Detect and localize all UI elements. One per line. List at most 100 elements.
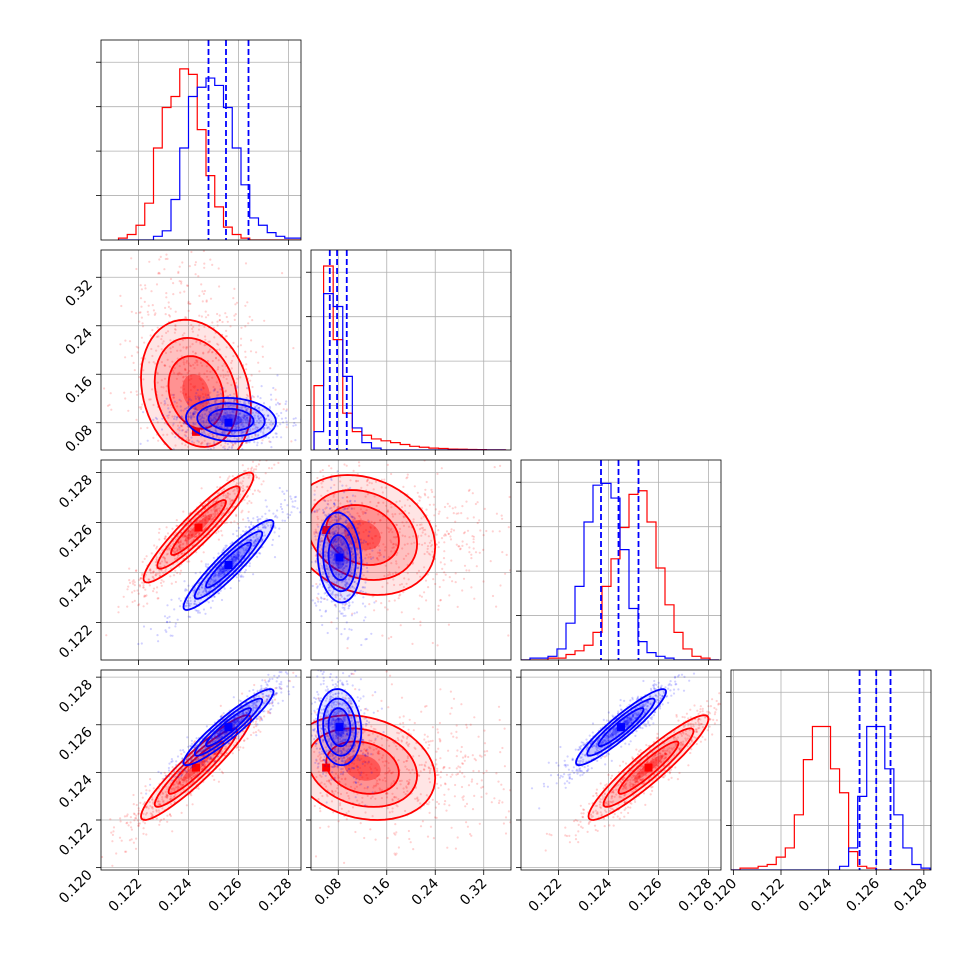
scatter-point (148, 398, 151, 401)
scatter-point (248, 422, 251, 425)
scatter-point (199, 341, 202, 344)
scatter-point (185, 361, 188, 364)
scatter-point (206, 360, 210, 363)
scatter-point (139, 311, 142, 314)
scatter-point (180, 752, 183, 756)
scatter-point (196, 757, 199, 761)
scatter-point (427, 535, 430, 538)
scatter-point (443, 550, 446, 553)
scatter-point (228, 475, 231, 478)
scatter-point (165, 253, 168, 256)
scatter-point (175, 780, 178, 783)
scatter-point (355, 572, 358, 575)
scatter-point (391, 531, 394, 534)
scatter-point (303, 604, 305, 606)
scatter-point (158, 569, 161, 572)
scatter-point (169, 797, 172, 800)
scatter-point (346, 561, 349, 564)
scatter-point (234, 425, 237, 428)
scatter-point (249, 417, 252, 420)
scatter-point (185, 347, 188, 350)
scatter-point (222, 570, 225, 573)
scatter-point (402, 586, 405, 589)
scatter-point (195, 609, 199, 612)
scatter-point (246, 395, 249, 398)
scatter-point (201, 386, 204, 389)
scatter-point (249, 451, 251, 453)
scatter-point (209, 425, 213, 428)
scatter-point (184, 588, 187, 591)
scatter-point (302, 557, 304, 559)
scatter-point (259, 552, 262, 555)
scatter-point (316, 585, 319, 588)
scatter-point (221, 419, 224, 422)
scatter-point (216, 507, 219, 510)
scatter-point (247, 476, 250, 479)
scatter-point (368, 553, 371, 556)
scatter-point (313, 499, 316, 502)
scatter-point (332, 556, 335, 559)
scatter-point (204, 393, 207, 396)
scatter-point (233, 492, 236, 495)
scatter-point (155, 545, 159, 548)
scatter-point (337, 505, 340, 508)
scatter-point (212, 753, 215, 756)
scatter-point (353, 517, 356, 520)
scatter-point (109, 818, 112, 821)
scatter-point (362, 596, 365, 599)
scatter-point (338, 566, 341, 570)
scatter-point (412, 520, 415, 523)
scatter-point (314, 538, 317, 541)
scatter-point (329, 589, 332, 592)
scatter-point (398, 512, 401, 515)
scatter-point (166, 616, 169, 620)
scatter-point (157, 803, 160, 806)
scatter-point (386, 526, 389, 529)
scatter-point (231, 409, 234, 412)
scatter-point (240, 443, 243, 446)
scatter-point (224, 355, 227, 358)
scatter-point (198, 294, 201, 297)
scatter-point (217, 415, 220, 418)
scatter-point (333, 548, 336, 551)
scatter-point (237, 423, 240, 426)
scatter-point (202, 760, 205, 763)
scatter-point (245, 409, 248, 412)
density-peak (224, 561, 233, 569)
scatter-point (152, 787, 155, 790)
scatter-point (369, 525, 372, 529)
scatter-point (274, 432, 277, 435)
scatter-point (255, 476, 258, 479)
scatter-point (351, 515, 354, 518)
scatter-point (163, 268, 166, 271)
scatter-point (217, 575, 220, 578)
scatter-point (171, 360, 174, 363)
scatter-point (140, 336, 143, 339)
panel-diag-2 (516, 459, 722, 665)
scatter-point (263, 427, 266, 430)
scatter-point (221, 574, 224, 577)
scatter-point (85, 860, 87, 862)
scatter-point (205, 375, 209, 378)
scatter-point (254, 425, 257, 428)
scatter-point (185, 438, 188, 441)
scatter-point (166, 788, 169, 791)
scatter-point (187, 300, 190, 303)
scatter-point (140, 316, 143, 319)
scatter-point (293, 496, 296, 499)
scatter-point (215, 381, 218, 384)
scatter-point (375, 600, 378, 603)
scatter-point (202, 764, 205, 767)
scatter-point (190, 417, 193, 420)
scatter-point (342, 586, 345, 589)
scatter-point (343, 606, 346, 610)
scatter-point (200, 431, 203, 434)
scatter-point (226, 411, 229, 414)
scatter-point (240, 420, 243, 423)
scatter-point (223, 437, 226, 440)
scatter-point (185, 541, 189, 544)
scatter-point (157, 272, 160, 275)
scatter-point (158, 823, 161, 826)
scatter-point (341, 603, 344, 606)
scatter-point (394, 536, 397, 539)
